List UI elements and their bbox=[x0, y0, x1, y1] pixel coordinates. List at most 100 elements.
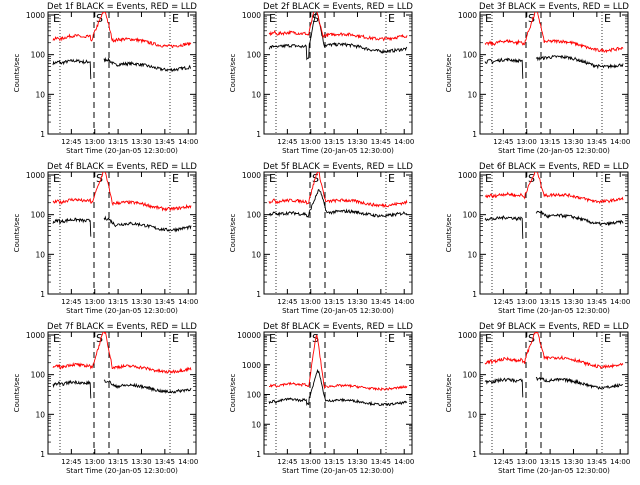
y-tick-label: 1000 bbox=[458, 171, 477, 180]
x-axis-label: Start Time (20-Jan-05 12:30:00) bbox=[498, 307, 610, 315]
x-tick-label: 13:30 bbox=[131, 138, 151, 146]
chart-panel-4f: Det 4f BLACK = Events, RED = LLD 1 10 100 10… bbox=[13, 162, 198, 315]
y-tick-label: 1 bbox=[472, 290, 477, 299]
plot-frame bbox=[263, 331, 413, 455]
series-line-events bbox=[268, 368, 408, 407]
y-tick-label: 100 bbox=[247, 211, 262, 220]
y-tick-label: 10 bbox=[251, 90, 261, 99]
marker-e-right: E bbox=[604, 172, 611, 185]
x-tick-label: 13:00 bbox=[85, 138, 105, 146]
x-tick-label: 13:15 bbox=[108, 138, 128, 146]
chart-panel-2f: Det 2f BLACK = Events, RED = LLD 1 10 100 10… bbox=[229, 2, 414, 155]
x-tick-label: 13:30 bbox=[131, 298, 151, 306]
y-axis-label: Counts/sec bbox=[13, 54, 21, 93]
chart-title: Det 1f BLACK = Events, RED = LLD bbox=[47, 2, 197, 12]
x-tick-label: 13:15 bbox=[324, 458, 344, 466]
x-tick-label: 12:45 bbox=[61, 298, 81, 306]
x-axis-label: Start Time (20-Jan-05 12:30:00) bbox=[282, 467, 394, 475]
x-tick-label: 13:00 bbox=[301, 458, 321, 466]
chart-title: Det 5f BLACK = Events, RED = LLD bbox=[263, 162, 413, 172]
chart-title: Det 4f BLACK = Events, RED = LLD bbox=[47, 162, 197, 172]
x-tick-label: 13:45 bbox=[587, 298, 607, 306]
y-tick-label: 1000 bbox=[26, 171, 45, 180]
chart-panel-9f: Det 9f BLACK = Events, RED = LLD 1 10 100 10… bbox=[445, 322, 630, 475]
x-tick-label: 13:45 bbox=[587, 458, 607, 466]
x-tick-label: 13:00 bbox=[517, 138, 537, 146]
x-tick-label: 12:45 bbox=[277, 138, 297, 146]
y-axis-label: Counts/sec bbox=[445, 214, 453, 253]
x-tick-label: 12:45 bbox=[61, 458, 81, 466]
marker-e-right: E bbox=[172, 12, 179, 25]
x-tick-label: 14:00 bbox=[394, 458, 414, 466]
x-tick-label: 13:15 bbox=[108, 298, 128, 306]
series-line-events bbox=[484, 210, 624, 239]
y-tick-label: 1000 bbox=[242, 11, 261, 20]
x-tick-label: 13:45 bbox=[371, 298, 391, 306]
chart-title: Det 8f BLACK = Events, RED = LLD bbox=[263, 322, 413, 332]
y-tick-label: 100 bbox=[463, 371, 478, 380]
y-tick-label: 10 bbox=[35, 250, 45, 259]
marker-s: S bbox=[96, 12, 103, 25]
x-axis-label: Start Time (20-Jan-05 12:30:00) bbox=[498, 467, 610, 475]
marker-s: S bbox=[312, 12, 319, 25]
marker-e-left: E bbox=[53, 172, 60, 185]
y-tick-label: 10 bbox=[251, 250, 261, 259]
y-tick-label: 1000 bbox=[26, 331, 45, 340]
chart-panel-5f: Det 5f BLACK = Events, RED = LLD 1 10 100 10… bbox=[229, 162, 414, 315]
y-axis-label: Counts/sec bbox=[229, 214, 237, 253]
y-tick-label: 1 bbox=[40, 450, 45, 459]
marker-e-right: E bbox=[604, 332, 611, 345]
series-line-events bbox=[52, 56, 192, 80]
y-tick-label: 1000 bbox=[26, 11, 45, 20]
chart-title: Det 6f BLACK = Events, RED = LLD bbox=[479, 162, 629, 172]
marker-e-right: E bbox=[388, 332, 395, 345]
plot-frame bbox=[47, 11, 197, 135]
marker-e-left: E bbox=[269, 12, 276, 25]
marker-e-right: E bbox=[388, 12, 395, 25]
y-axis-label: Counts/sec bbox=[445, 54, 453, 93]
chart-panel-6f: Det 6f BLACK = Events, RED = LLD 1 10 100 10… bbox=[445, 162, 630, 315]
y-tick-label: 100 bbox=[463, 51, 478, 60]
x-tick-label: 13:00 bbox=[301, 138, 321, 146]
y-tick-label: 1 bbox=[256, 290, 261, 299]
x-tick-label: 12:45 bbox=[277, 298, 297, 306]
series-line-lld bbox=[268, 12, 408, 42]
y-tick-label: 100 bbox=[247, 51, 262, 60]
x-tick-label: 13:00 bbox=[301, 298, 321, 306]
series-line-lld bbox=[269, 334, 408, 391]
y-tick-label: 1 bbox=[472, 450, 477, 459]
x-tick-label: 13:30 bbox=[347, 298, 367, 306]
marker-e-left: E bbox=[269, 172, 276, 185]
y-tick-label: 1000 bbox=[242, 361, 261, 370]
marker-s: S bbox=[96, 172, 103, 185]
y-tick-label: 1000 bbox=[242, 171, 261, 180]
chart-title: Det 2f BLACK = Events, RED = LLD bbox=[263, 2, 413, 12]
x-tick-label: 14:00 bbox=[610, 458, 630, 466]
x-tick-label: 13:45 bbox=[155, 298, 175, 306]
series-line-events bbox=[268, 188, 408, 219]
x-tick-label: 14:00 bbox=[610, 138, 630, 146]
y-tick-label: 10 bbox=[35, 410, 45, 419]
x-tick-label: 13:15 bbox=[324, 138, 344, 146]
y-tick-label: 1 bbox=[256, 130, 261, 139]
x-tick-label: 14:00 bbox=[394, 298, 414, 306]
plot-frame bbox=[479, 11, 629, 135]
x-tick-label: 14:00 bbox=[610, 298, 630, 306]
x-tick-label: 13:00 bbox=[85, 298, 105, 306]
chart-title: Det 3f BLACK = Events, RED = LLD bbox=[479, 2, 629, 12]
x-axis-label: Start Time (20-Jan-05 12:30:00) bbox=[66, 307, 178, 315]
x-tick-label: 13:30 bbox=[563, 298, 583, 306]
series-line-lld bbox=[484, 172, 624, 204]
y-tick-label: 1000 bbox=[458, 331, 477, 340]
marker-s: S bbox=[528, 12, 535, 25]
x-tick-label: 13:15 bbox=[540, 458, 560, 466]
series-line-events bbox=[484, 376, 624, 398]
x-tick-label: 13:45 bbox=[587, 138, 607, 146]
y-axis-label: Counts/sec bbox=[13, 214, 21, 253]
marker-s: S bbox=[96, 332, 103, 345]
y-tick-label: 1 bbox=[256, 450, 261, 459]
marker-e-left: E bbox=[485, 12, 492, 25]
y-tick-label: 100 bbox=[247, 391, 262, 400]
y-tick-label: 10 bbox=[35, 90, 45, 99]
series-line-events bbox=[52, 379, 192, 399]
